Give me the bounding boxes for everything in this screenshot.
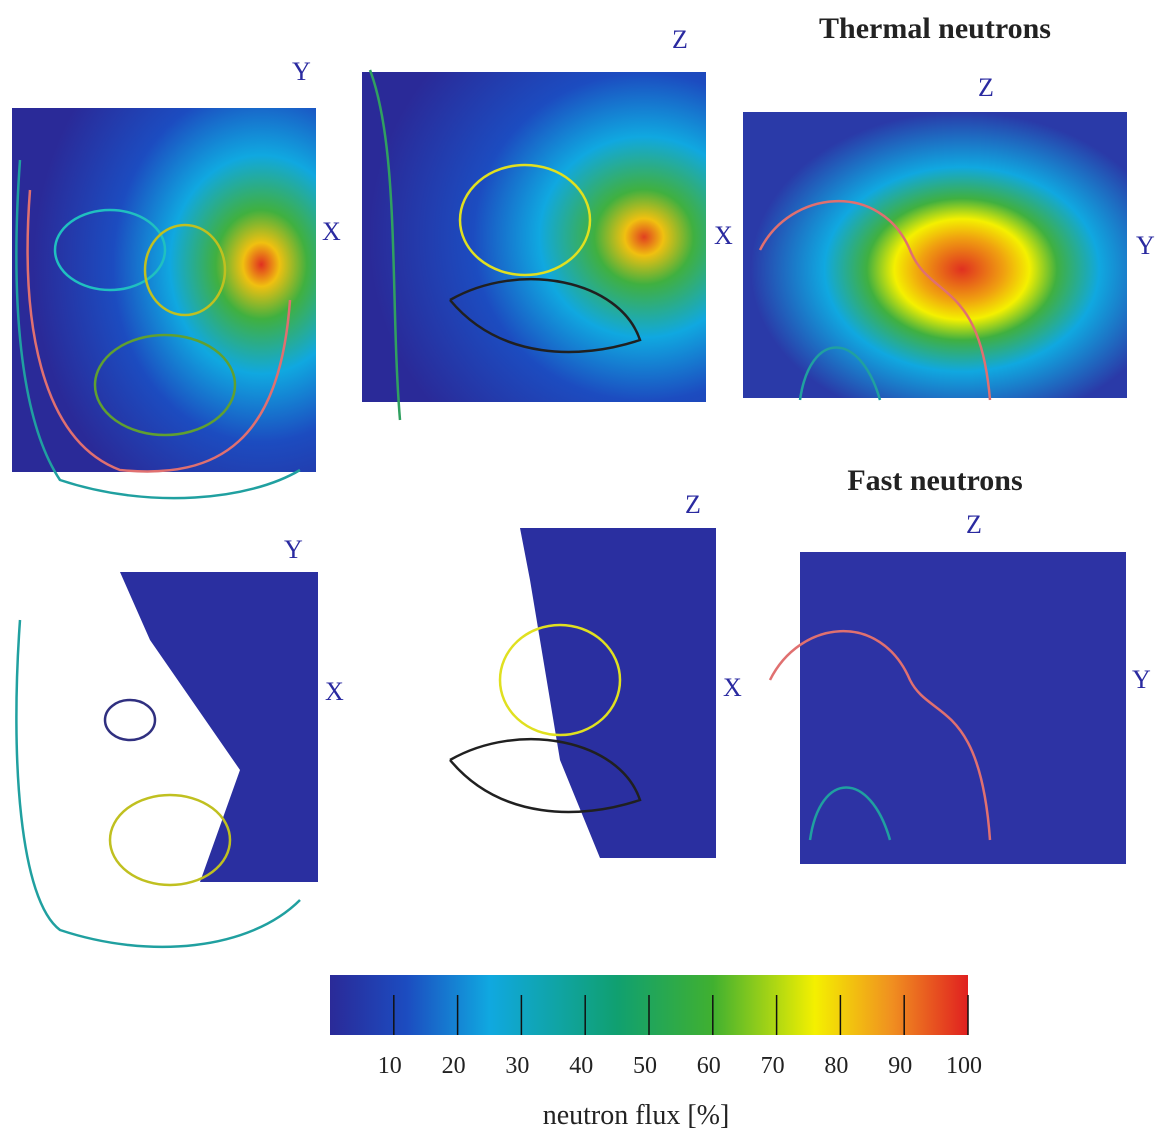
heatmap: [800, 552, 1126, 864]
axis-label: Z: [966, 510, 982, 539]
axis-label: Z: [685, 490, 701, 519]
heatmap: [743, 112, 1127, 398]
tick-label: 60: [697, 1053, 721, 1079]
heatmap: [362, 72, 706, 402]
axis-label: Z: [672, 25, 688, 54]
axis-label: Y: [284, 535, 303, 564]
axis-label: Z: [978, 73, 994, 102]
axis-label: X: [723, 673, 742, 702]
tick-label: 70: [761, 1053, 785, 1079]
axis-label: Y: [1136, 231, 1155, 260]
axis-label: X: [714, 221, 733, 250]
axis-label: X: [322, 217, 341, 246]
axis-label: Y: [1132, 665, 1151, 694]
title: Thermal neutrons: [819, 12, 1051, 45]
title: Fast neutrons: [847, 464, 1022, 497]
tick-label: 30: [505, 1053, 529, 1079]
axis-label: Y: [292, 57, 311, 86]
figure: Thermal neutrons Fast neutrons Y X Z X Z…: [0, 0, 1163, 1135]
tick-label: 20: [442, 1053, 466, 1079]
tick-label: 90: [888, 1053, 912, 1079]
tick-label: 40: [569, 1053, 593, 1079]
axis-label: X: [325, 677, 344, 706]
heatmap: [12, 108, 316, 472]
colorbar-label: neutron flux [%]: [543, 1100, 730, 1131]
tick-label: 10: [378, 1053, 402, 1079]
tick-label: 100: [946, 1053, 982, 1079]
tick-label: 80: [824, 1053, 848, 1079]
tick-label: 50: [633, 1053, 657, 1079]
